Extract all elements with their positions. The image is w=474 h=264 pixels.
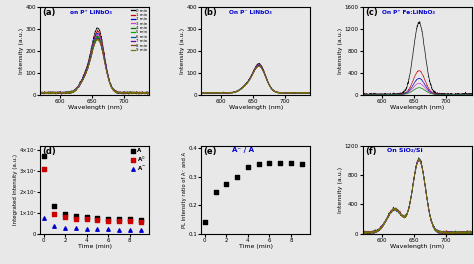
X-axis label: Time (min): Time (min) — [239, 244, 273, 249]
A — [40, 154, 47, 158]
Legend: A, A$^{0}$, A$^{-}$: A, A$^{0}$, A$^{-}$ — [131, 148, 146, 172]
Y-axis label: Intensity (a.u.): Intensity (a.u.) — [181, 27, 185, 74]
Point — [265, 161, 273, 165]
A — [61, 212, 69, 216]
Point — [222, 182, 230, 186]
A — [94, 216, 101, 220]
Legend: 0 min, 1 min, 2 min, 3 min, 4 min, 5 min, 6 min, 7 min, 8 min, 9 min: 0 min, 1 min, 2 min, 3 min, 4 min, 5 min… — [131, 8, 147, 52]
Text: On P⁻ LiNbO₃: On P⁻ LiNbO₃ — [229, 10, 272, 15]
A$^{-}$ — [51, 224, 58, 228]
Text: (f): (f) — [365, 147, 376, 156]
A — [126, 217, 134, 221]
A$^{0}$ — [72, 216, 80, 221]
Text: A⁻ / A: A⁻ / A — [232, 147, 254, 153]
A — [115, 217, 123, 221]
Y-axis label: Intensity (a.u.): Intensity (a.u.) — [338, 167, 343, 213]
Point — [201, 220, 209, 224]
A$^{-}$ — [40, 216, 47, 220]
A$^{-}$ — [137, 228, 145, 232]
A$^{0}$ — [94, 218, 101, 222]
Text: (b): (b) — [204, 8, 218, 17]
X-axis label: Wavelength (nm): Wavelength (nm) — [390, 244, 444, 249]
A$^{0}$ — [115, 219, 123, 223]
Point — [298, 162, 306, 166]
Text: (a): (a) — [43, 8, 56, 17]
Point — [276, 161, 284, 165]
X-axis label: Time (min): Time (min) — [78, 244, 112, 249]
Text: on P⁺ LiNbO₃: on P⁺ LiNbO₃ — [70, 10, 112, 15]
A$^{-}$ — [83, 227, 91, 231]
Text: (c): (c) — [365, 8, 378, 17]
Text: On SiO₂/Si: On SiO₂/Si — [387, 147, 422, 152]
X-axis label: Wavelength (nm): Wavelength (nm) — [68, 105, 122, 110]
Point — [244, 165, 252, 169]
A — [83, 215, 91, 219]
A$^{-}$ — [72, 226, 80, 230]
A — [51, 204, 58, 209]
Y-axis label: PL Intensity ratio of A⁻ and A: PL Intensity ratio of A⁻ and A — [182, 152, 187, 228]
X-axis label: Wavelength (nm): Wavelength (nm) — [229, 105, 283, 110]
Point — [255, 162, 263, 166]
Text: (e): (e) — [204, 147, 217, 156]
Text: On P⁺ Fe:LiNbO₃: On P⁺ Fe:LiNbO₃ — [383, 10, 435, 15]
Y-axis label: Intensity (a.u.): Intensity (a.u.) — [19, 27, 24, 74]
A$^{-}$ — [104, 227, 112, 232]
Point — [287, 161, 295, 165]
A$^{-}$ — [115, 228, 123, 232]
A$^{0}$ — [51, 212, 58, 216]
Y-axis label: Integrated Intensity (a.u.): Integrated Intensity (a.u.) — [13, 154, 18, 225]
Point — [233, 175, 241, 179]
A — [137, 218, 145, 222]
A — [72, 214, 80, 218]
A$^{-}$ — [94, 227, 101, 231]
Y-axis label: Intensity (a.u.): Intensity (a.u.) — [338, 27, 343, 74]
X-axis label: Wavelength (nm): Wavelength (nm) — [390, 105, 444, 110]
A$^{0}$ — [83, 217, 91, 221]
A$^{0}$ — [126, 219, 134, 224]
A$^{0}$ — [104, 219, 112, 223]
A$^{0}$ — [137, 220, 145, 224]
A$^{-}$ — [126, 228, 134, 232]
Text: (d): (d) — [43, 147, 56, 156]
A$^{0}$ — [40, 167, 47, 171]
A$^{-}$ — [61, 226, 69, 230]
Point — [212, 190, 219, 195]
A — [104, 216, 112, 221]
A$^{0}$ — [61, 215, 69, 219]
